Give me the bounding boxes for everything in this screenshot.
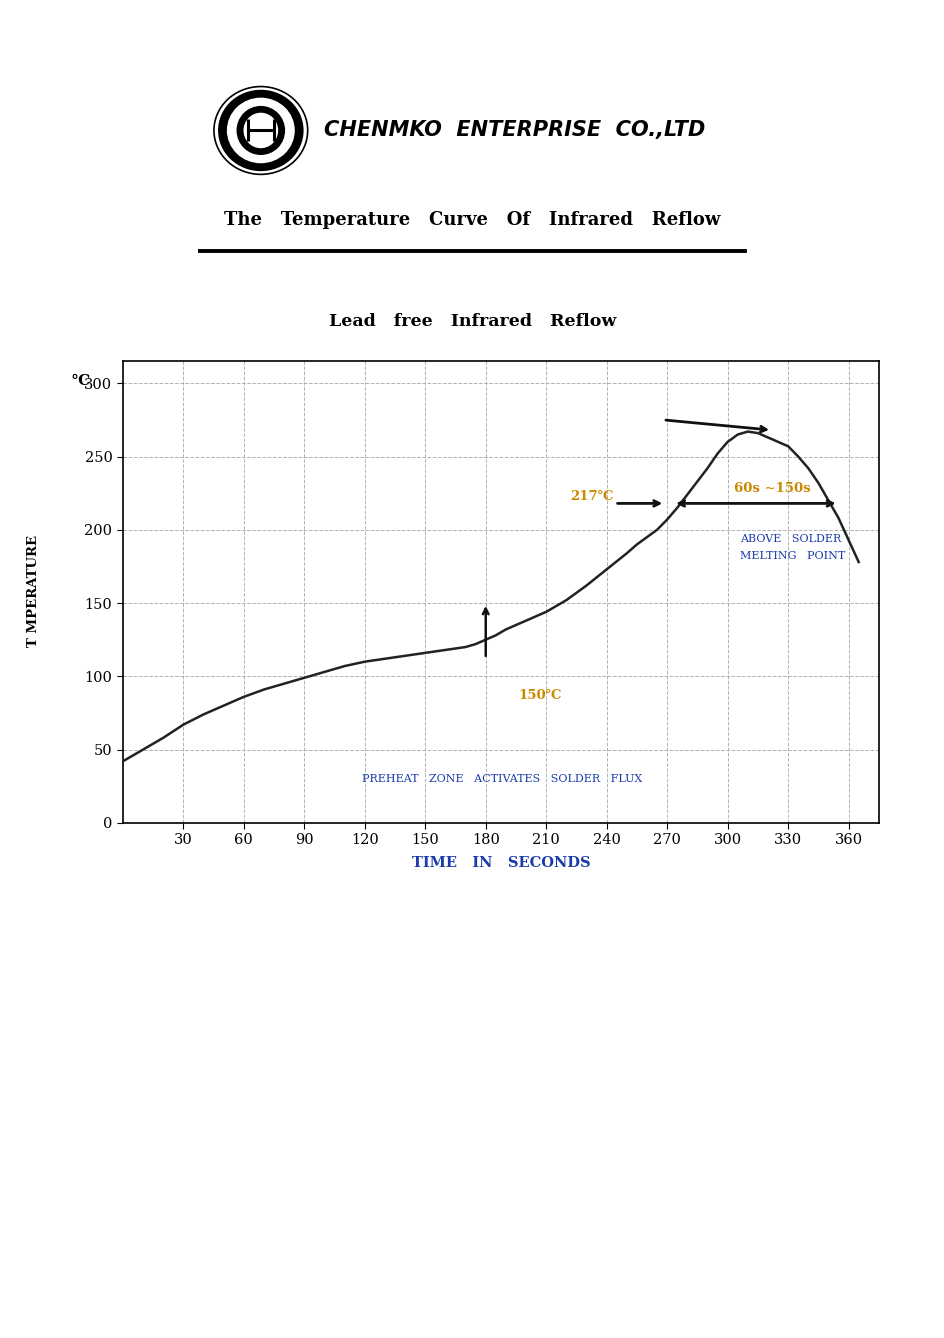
Text: Lead   free   Infrared   Reflow: Lead free Infrared Reflow (329, 313, 615, 329)
Text: ABOVE   SOLDER: ABOVE SOLDER (739, 534, 840, 543)
Text: T MPERATURE: T MPERATURE (26, 535, 40, 648)
Ellipse shape (219, 91, 302, 170)
Ellipse shape (228, 98, 294, 162)
Text: The   Temperature   Curve   Of   Infrared   Reflow: The Temperature Curve Of Infrared Reflow (224, 211, 720, 229)
Text: MELTING   POINT: MELTING POINT (739, 551, 844, 561)
Text: 217℃: 217℃ (570, 490, 614, 503)
Text: CHENMKO  ENTERPRISE  CO.,LTD: CHENMKO ENTERPRISE CO.,LTD (324, 120, 705, 140)
Text: 150℃: 150℃ (517, 689, 561, 702)
Text: PREHEAT   ZONE   ACTIVATES   SOLDER   FLUX: PREHEAT ZONE ACTIVATES SOLDER FLUX (362, 773, 641, 784)
Ellipse shape (237, 107, 284, 154)
Ellipse shape (244, 114, 278, 147)
Text: ℃: ℃ (71, 375, 90, 388)
Text: 60s ~150s: 60s ~150s (733, 482, 809, 495)
X-axis label: TIME   IN   SECONDS: TIME IN SECONDS (411, 855, 590, 870)
